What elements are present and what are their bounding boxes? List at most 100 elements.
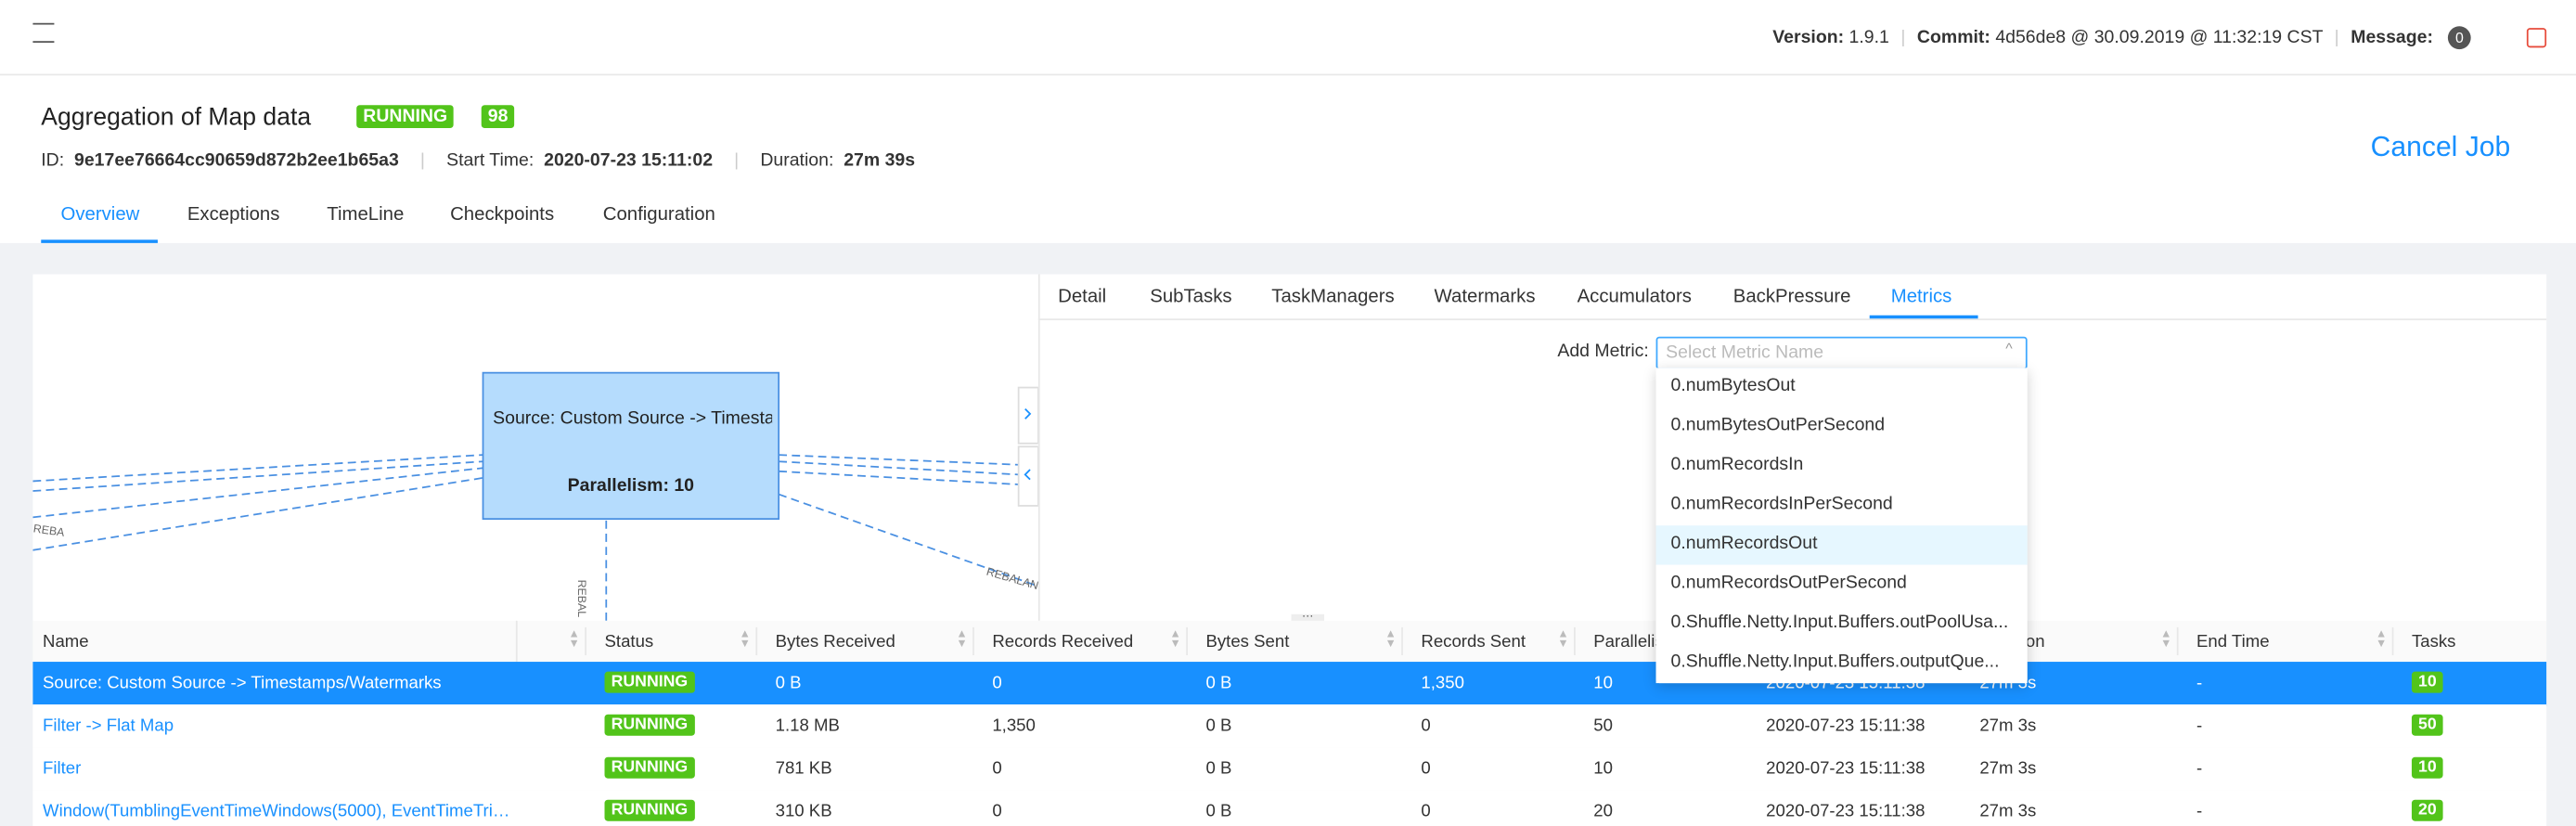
- duration-label: Duration:: [760, 150, 834, 172]
- cell: 1,350: [1421, 673, 1464, 693]
- cell: 0 B: [1205, 673, 1232, 693]
- tab[interactable]: Exceptions: [187, 205, 280, 226]
- cell: 0: [992, 758, 1002, 779]
- vertex-name[interactable]: Window(TumblingEventTimeWindows(5000), E…: [43, 801, 511, 821]
- commit-label: Commit:: [1916, 28, 1990, 48]
- metric-option[interactable]: 0.numBytesOut: [1655, 368, 2028, 407]
- table-row[interactable]: [32, 704, 2547, 749]
- cell: 27m 3s: [1979, 758, 2037, 779]
- message-label: Message:: [2351, 28, 2433, 48]
- cell: -: [2196, 716, 2203, 736]
- column-divider: [972, 626, 974, 655]
- detail-tab[interactable]: Detail: [1058, 287, 1107, 307]
- edge: [32, 454, 483, 483]
- splitter[interactable]: ···: [1291, 611, 1324, 625]
- sort-icon[interactable]: ▲▼: [568, 630, 580, 651]
- vertex-name[interactable]: Filter -> Flat Map: [43, 716, 174, 736]
- cell: 50: [1593, 716, 1613, 736]
- duration: 27m 39s: [844, 150, 916, 172]
- job-status: RUNNING: [356, 105, 455, 129]
- vertex-name[interactable]: Filter: [43, 758, 82, 779]
- tab[interactable]: Checkpoints: [450, 205, 555, 226]
- metric-option[interactable]: 0.Shuffle.Netty.Input.Buffers.outputQue.…: [1655, 643, 2028, 684]
- edge: [778, 493, 1038, 587]
- edge-label: REBA: [32, 522, 66, 539]
- cell: 0: [1421, 801, 1431, 821]
- cell: 0 B: [1205, 801, 1232, 821]
- detail-tab[interactable]: BackPressure: [1732, 287, 1851, 307]
- detail-tabs: Detail SubTasks TaskManagers Watermarks Accu…: [1037, 274, 2547, 321]
- cell: -: [2196, 758, 2203, 779]
- top-bar: [0, 0, 2576, 76]
- version-label: Version:: [1772, 28, 1845, 48]
- version-info: Version: 1.9.1 | Commit: 4d56de8 @ 30.09…: [1772, 26, 2471, 50]
- column-header[interactable]: Records Received: [992, 632, 1134, 652]
- detail-tab[interactable]: SubTasks: [1150, 287, 1232, 307]
- metric-option[interactable]: 0.numRecordsIn: [1655, 446, 2028, 486]
- job-task-count: 98: [481, 105, 515, 129]
- message-count[interactable]: 0: [2448, 26, 2471, 50]
- commit: 4d56de8 @ 30.09.2019 @ 11:32:19 CST: [1995, 28, 2324, 48]
- add-metric-label: Add Metric:: [1557, 342, 1649, 362]
- job-header: [0, 75, 2576, 243]
- cell: 310 KB: [775, 801, 832, 821]
- vertex-name[interactable]: Source: Custom Source -> Timestamps/Wate…: [43, 673, 442, 693]
- column-header[interactable]: Bytes Sent: [1205, 632, 1290, 652]
- metric-dropdown: 0.numBytesOut 0.numBytesOutPerSecond 0.num…: [1655, 368, 2028, 684]
- detail-tab[interactable]: TaskManagers: [1271, 287, 1395, 307]
- column-header[interactable]: Bytes Received: [775, 632, 895, 652]
- metric-select[interactable]: Select Metric Name ^: [1655, 336, 2028, 370]
- sort-icon[interactable]: ▲▼: [1169, 630, 1181, 651]
- sort-icon[interactable]: ▲▼: [2375, 630, 2388, 651]
- detail-tab[interactable]: Accumulators: [1577, 287, 1692, 307]
- node-title: Source: Custom Source -> Timestamps/Wate…: [493, 408, 772, 429]
- edge: [32, 467, 483, 519]
- metric-option[interactable]: 0.numRecordsOutPerSecond: [1655, 564, 2028, 605]
- tab[interactable]: Configuration: [602, 205, 715, 226]
- tasks-tag: 10: [2411, 671, 2443, 693]
- tasks-tag: 10: [2411, 756, 2443, 779]
- edge: [779, 454, 1019, 466]
- alert-icon[interactable]: [2526, 28, 2547, 48]
- column-header[interactable]: Name: [43, 632, 89, 652]
- detail-tab[interactable]: Watermarks: [1434, 287, 1536, 307]
- sort-icon[interactable]: ▲▼: [739, 630, 751, 651]
- vertex-table: Name Status ▲ ▼ Bytes Received ▲ ▼ Records Rece…: [32, 620, 2547, 826]
- menu-icon[interactable]: [32, 22, 55, 44]
- metric-option[interactable]: 0.numBytesOutPerSecond: [1655, 407, 2028, 447]
- tab[interactable]: TimeLine: [327, 205, 405, 226]
- cell: 1,350: [992, 716, 1036, 736]
- metric-option[interactable]: 0.numRecordsOut: [1655, 525, 2028, 565]
- status-tag: RUNNING: [604, 671, 695, 693]
- edges: [32, 454, 1038, 621]
- sort-icon[interactable]: ▲▼: [1557, 630, 1569, 651]
- sort-icon[interactable]: ▲▼: [1385, 630, 1397, 651]
- column-divider: [1574, 626, 1576, 655]
- sort-icon[interactable]: ▲▼: [956, 630, 968, 651]
- cancel-job[interactable]: Cancel Job: [2370, 131, 2511, 163]
- column-header[interactable]: Tasks: [2411, 632, 2456, 652]
- table-row[interactable]: [32, 790, 2547, 826]
- collapse-button[interactable]: [1017, 445, 1038, 507]
- tabs: Overview Exceptions TimeLine Checkpoints Con…: [0, 205, 2576, 243]
- column-header[interactable]: End Time: [2196, 632, 2270, 652]
- detail-tab[interactable]: Metrics: [1890, 287, 1952, 307]
- graph-node[interactable]: [482, 371, 780, 521]
- column-divider: [2176, 626, 2179, 655]
- collapse-icon: [1024, 469, 1031, 481]
- cell: 27m 3s: [1979, 716, 2037, 736]
- metric-option[interactable]: 0.Shuffle.Netty.Input.Buffers.outPoolUsa…: [1655, 604, 2028, 644]
- column-divider: [2391, 626, 2394, 655]
- cell: -: [2196, 801, 2203, 821]
- sort-icon[interactable]: ▲▼: [2160, 630, 2172, 651]
- metric-option[interactable]: 0.numRecordsInPerSecond: [1655, 485, 2028, 526]
- expand-icon: [1024, 407, 1032, 419]
- tab[interactable]: Overview: [60, 205, 140, 226]
- column-header[interactable]: Status: [604, 632, 654, 652]
- cell: 781 KB: [775, 758, 832, 779]
- column-header[interactable]: Records Sent: [1421, 632, 1526, 652]
- edge: [32, 460, 483, 492]
- cell: 0: [1421, 716, 1431, 736]
